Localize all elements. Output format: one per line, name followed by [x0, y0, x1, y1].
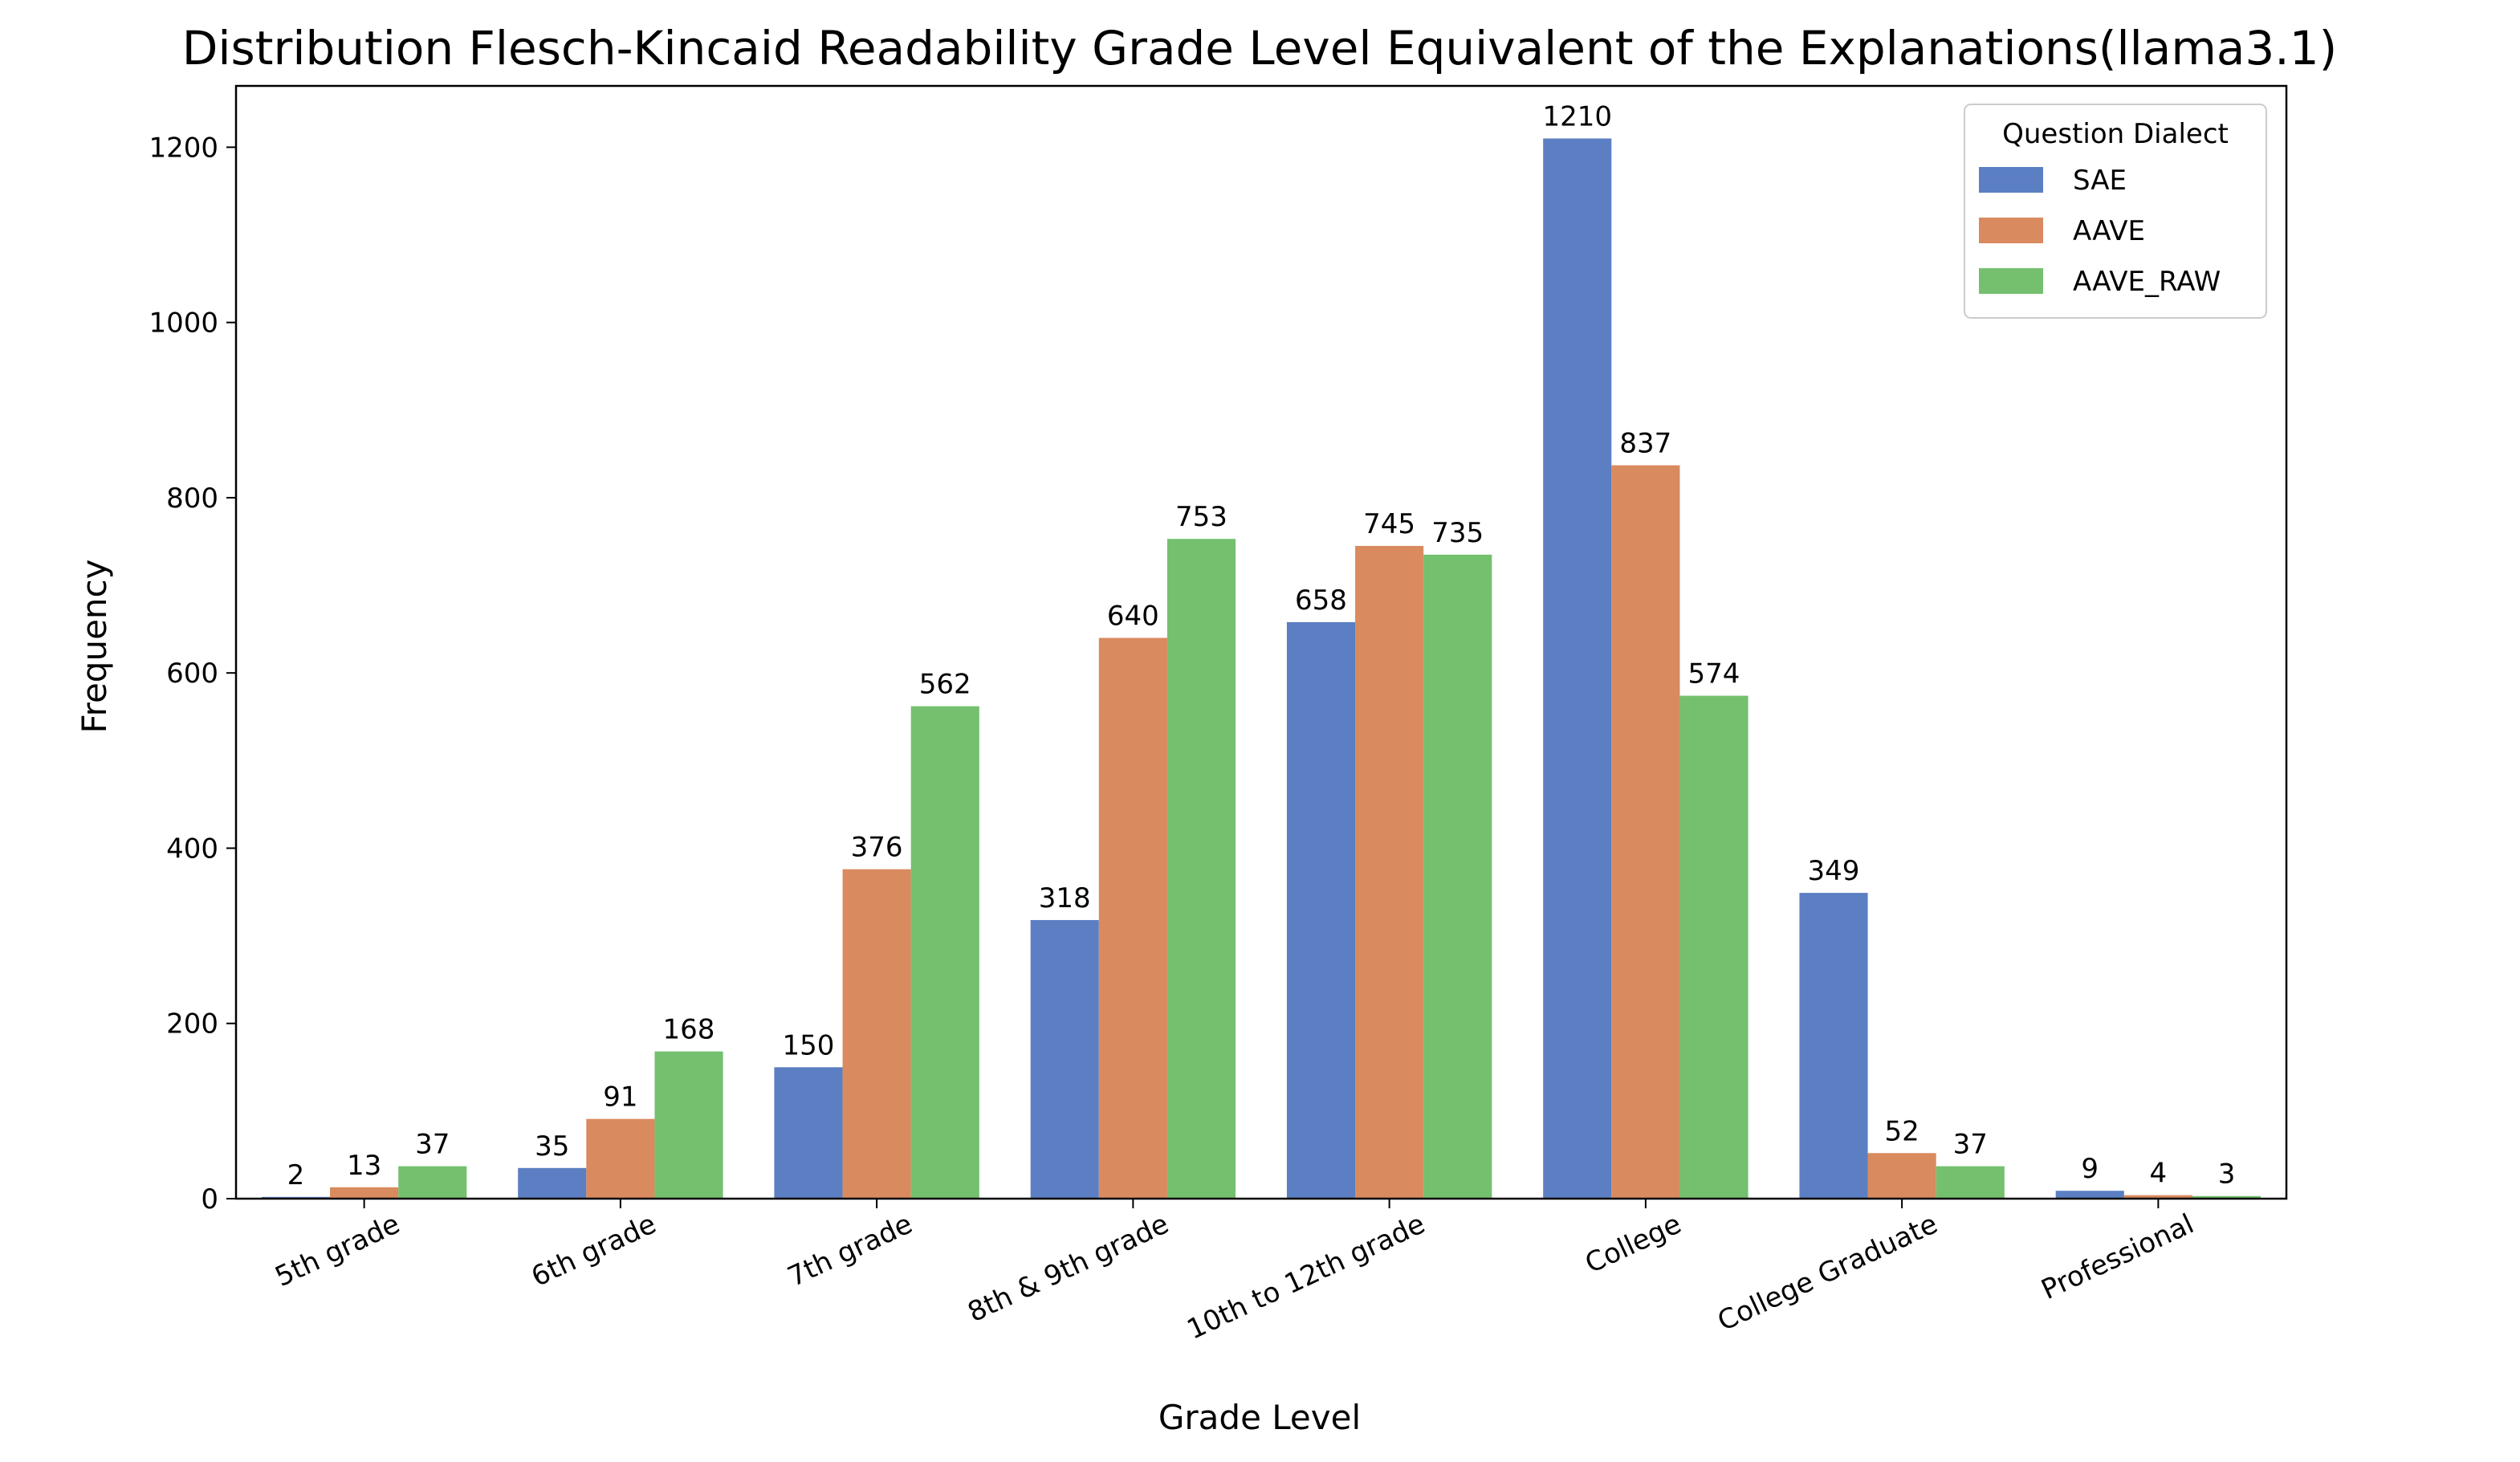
y-tick-label: 1200: [149, 132, 218, 164]
data-label: 753: [1175, 501, 1227, 533]
bar-aave: [1611, 465, 1680, 1199]
data-label: 1210: [1542, 100, 1612, 132]
data-label: 837: [1619, 428, 1671, 460]
data-label: 574: [1688, 658, 1740, 690]
data-label: 91: [603, 1081, 637, 1114]
bar-aave_raw: [1423, 554, 1492, 1199]
x-tick-label: 8th & 9th grade: [963, 1207, 1174, 1329]
bar-aave: [330, 1187, 399, 1199]
data-label: 150: [783, 1029, 835, 1061]
data-label: 640: [1107, 601, 1159, 633]
bar-aave_raw: [654, 1051, 723, 1199]
bar-aave: [2123, 1195, 2192, 1199]
y-tick-label: 600: [166, 658, 218, 690]
bar-aave_raw: [1679, 695, 1749, 1199]
legend-frame: [1964, 104, 2267, 319]
legend-entry-aave_raw: AAVE_RAW: [2073, 266, 2221, 298]
bar-aave_raw: [1936, 1166, 2005, 1199]
data-label: 658: [1295, 584, 1347, 617]
legend-entry-sae: SAE: [2073, 165, 2127, 197]
axes-frame: [234, 84, 2288, 1200]
x-tick-label: College: [1581, 1207, 1687, 1280]
data-label: 37: [1953, 1129, 1988, 1161]
x-tick-label: 7th grade: [783, 1207, 918, 1293]
data-label: 3: [2218, 1159, 2236, 1191]
y-tick-label: 800: [166, 483, 218, 515]
y-tick-label: 0: [201, 1183, 218, 1216]
x-tick-label: College Graduate: [1713, 1207, 1943, 1338]
x-axis-label: Grade Level: [1158, 1398, 1361, 1437]
bar-sae: [1286, 621, 1356, 1199]
legend-title: Question Dialect: [2002, 118, 2229, 150]
data-label: 318: [1039, 882, 1091, 914]
legend-swatch-aave: [1979, 218, 2043, 243]
data-label: 376: [851, 832, 903, 864]
bar-aave: [1867, 1153, 1936, 1199]
y-axis-label: Frequency: [75, 560, 114, 734]
y-tick-label: 1000: [149, 307, 218, 340]
data-label: 13: [347, 1150, 381, 1182]
bar-sae: [1543, 138, 1612, 1199]
legend-swatch-sae: [1979, 167, 2043, 193]
data-label: 35: [535, 1130, 569, 1163]
y-tick-label: 400: [166, 833, 218, 865]
bar-aave: [586, 1118, 655, 1199]
x-tick-label: 5th grade: [271, 1207, 405, 1293]
legend-entry-aave: AAVE: [2073, 215, 2145, 247]
bar-aave: [1098, 637, 1167, 1199]
chart-title: Distribution Flesch-Kincaid Readability …: [182, 21, 2337, 75]
x-tick-label: Professional: [2037, 1207, 2199, 1306]
data-label: 2: [287, 1159, 305, 1191]
legend-swatch-aave_raw: [1979, 268, 2043, 294]
data-label: 9: [2081, 1153, 2099, 1185]
bar-aave_raw: [2192, 1195, 2261, 1199]
data-label: 735: [1431, 517, 1484, 549]
legend: Question Dialect SAE AAVE AAVE_RAW: [1964, 104, 2267, 319]
bar-sae: [2055, 1191, 2124, 1199]
bar-aave_raw: [398, 1166, 467, 1199]
data-label: 349: [1808, 855, 1860, 887]
bar-sae: [1030, 919, 1099, 1199]
bar-sae: [1799, 893, 1868, 1199]
data-label: 52: [1884, 1115, 1919, 1147]
bar-sae: [518, 1167, 587, 1199]
x-tick-label: 6th grade: [527, 1207, 662, 1293]
bar-aave: [842, 869, 911, 1199]
y-tick-label: 200: [166, 1008, 218, 1041]
bar-aave_raw: [1166, 539, 1236, 1199]
data-label: 745: [1363, 508, 1415, 540]
bar-sae: [774, 1067, 843, 1199]
data-label: 562: [919, 669, 971, 701]
data-label: 37: [415, 1129, 450, 1161]
data-label: 4: [2150, 1158, 2168, 1190]
bar-aave: [1355, 545, 1424, 1199]
data-label: 168: [663, 1014, 715, 1046]
bar-aave_raw: [910, 706, 979, 1199]
x-tick-label: 10th to 12th grade: [1183, 1207, 1431, 1346]
